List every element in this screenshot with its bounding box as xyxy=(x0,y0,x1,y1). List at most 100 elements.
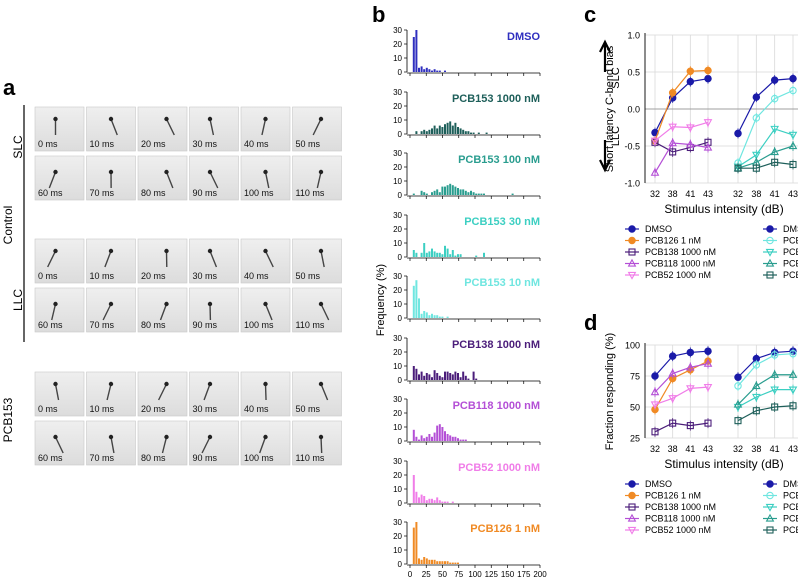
series-line xyxy=(734,85,797,169)
hist-bar xyxy=(428,315,431,318)
data-point xyxy=(669,419,677,427)
video-frame: 80 ms xyxy=(137,420,188,466)
hist-bar xyxy=(415,491,418,503)
hist-bar xyxy=(438,70,441,72)
hist-bar xyxy=(428,434,431,441)
hist-bar xyxy=(423,375,426,380)
hist-bar xyxy=(418,497,420,503)
video-frame: 80 ms xyxy=(137,155,188,201)
panel-label-d: d xyxy=(584,310,597,335)
video-frame: 0 ms xyxy=(34,106,85,152)
hist-bar xyxy=(451,501,454,503)
legend-label: PCB52 1000 nM xyxy=(645,270,711,280)
data-point xyxy=(765,503,775,512)
frame-time-label: 100 ms xyxy=(244,453,274,463)
frame-time-label: 40 ms xyxy=(244,139,269,149)
panel-label-c: c xyxy=(584,2,596,27)
series-line xyxy=(651,65,712,146)
x-tick-label: 43 xyxy=(788,189,798,199)
hist-series-label: PCB138 1000 nM xyxy=(452,339,540,351)
hist-bar xyxy=(436,425,439,441)
hist-bar xyxy=(449,254,452,257)
legend-label: DMSO xyxy=(645,224,672,234)
legend-label: DMSO xyxy=(783,479,798,489)
label-pcb153: PCB153 xyxy=(1,397,15,442)
hist-y-tick-label: 20 xyxy=(393,286,402,295)
hist-bar xyxy=(431,70,433,72)
hist-bar xyxy=(436,252,439,257)
hist-series-label: PCB118 1000 nM xyxy=(453,400,540,412)
hist-bar xyxy=(420,494,423,503)
frame-time-label: 50 ms xyxy=(296,139,321,149)
hist-bar xyxy=(457,373,459,380)
hist-y-tick-label: 30 xyxy=(393,334,402,343)
hist-bar xyxy=(415,30,418,72)
data-point xyxy=(651,428,659,436)
data-point xyxy=(686,362,695,371)
hist-bar xyxy=(431,248,433,257)
frame-time-label: 0 ms xyxy=(38,404,58,414)
hist-bar xyxy=(425,131,428,134)
hist-bar xyxy=(420,371,423,380)
frame-time-label: 70 ms xyxy=(90,320,115,330)
data-point xyxy=(770,94,779,103)
data-point xyxy=(752,407,760,415)
hist-y-tick-label: 0 xyxy=(398,376,403,385)
data-point xyxy=(686,422,694,430)
llc-side-label: LLC xyxy=(610,126,622,146)
video-frame: 20 ms xyxy=(137,371,188,417)
y-tick-label: 1.0 xyxy=(627,31,640,41)
frame-time-label: 90 ms xyxy=(193,453,218,463)
hist-series-label: PCB153 100 nM xyxy=(458,154,540,166)
data-point xyxy=(686,139,695,148)
video-frame: 60 ms xyxy=(34,287,85,333)
data-point xyxy=(627,526,637,535)
frame-time-label: 60 ms xyxy=(38,188,63,198)
hist-bar xyxy=(477,132,480,134)
data-point xyxy=(766,526,774,534)
data-point xyxy=(770,125,779,134)
data-point xyxy=(650,401,660,410)
data-point xyxy=(752,151,761,160)
legend-label: PCB153 1000 nM xyxy=(783,525,798,535)
hist-bar xyxy=(449,373,452,380)
hist-bar xyxy=(441,501,444,503)
hist-series-label: PCB52 1000 nM xyxy=(458,462,540,474)
hist-x-tick-label: 100 xyxy=(468,570,482,579)
data-point xyxy=(789,86,797,95)
hist-y-tick-label: 0 xyxy=(398,191,403,200)
series-line xyxy=(650,382,713,410)
hist-bar xyxy=(449,562,452,564)
hist-y-tick-label: 20 xyxy=(393,225,402,234)
hist-bar xyxy=(423,438,426,441)
hist-bar xyxy=(412,429,415,441)
data-point xyxy=(628,503,636,511)
legend-entry: DMSO xyxy=(625,479,672,489)
hist-bar xyxy=(444,70,446,72)
frame-time-label: 10 ms xyxy=(90,139,115,149)
data-point xyxy=(627,513,637,522)
data-point xyxy=(733,399,743,408)
hist-bar xyxy=(444,561,446,564)
legend-entry: PCB126 1 nM xyxy=(625,491,701,501)
hist-bar xyxy=(420,66,423,72)
data-point xyxy=(789,402,797,410)
hist-bar xyxy=(457,127,459,134)
hist-y-tick-label: 30 xyxy=(393,395,402,404)
video-frame: 30 ms xyxy=(189,238,239,284)
video-frame: 100 ms xyxy=(240,287,291,333)
x-tick-label: 38 xyxy=(668,189,678,199)
hist-bar xyxy=(425,373,428,380)
hist-y-tick-label: 10 xyxy=(393,546,402,555)
x-tick-label: 43 xyxy=(703,189,713,199)
hist-bar xyxy=(415,252,418,257)
hist-y-tick-label: 0 xyxy=(398,560,403,569)
series-line xyxy=(651,418,712,437)
series-line xyxy=(651,73,712,138)
hist-y-tick-label: 30 xyxy=(393,272,402,281)
legend-entry: PCB153 100 nM xyxy=(763,259,798,269)
x-axis-label: Stimulus intensity (dB) xyxy=(664,202,783,216)
video-frame: 30 ms xyxy=(189,106,239,152)
data-point xyxy=(770,370,779,378)
video-frame: 90 ms xyxy=(189,420,239,466)
